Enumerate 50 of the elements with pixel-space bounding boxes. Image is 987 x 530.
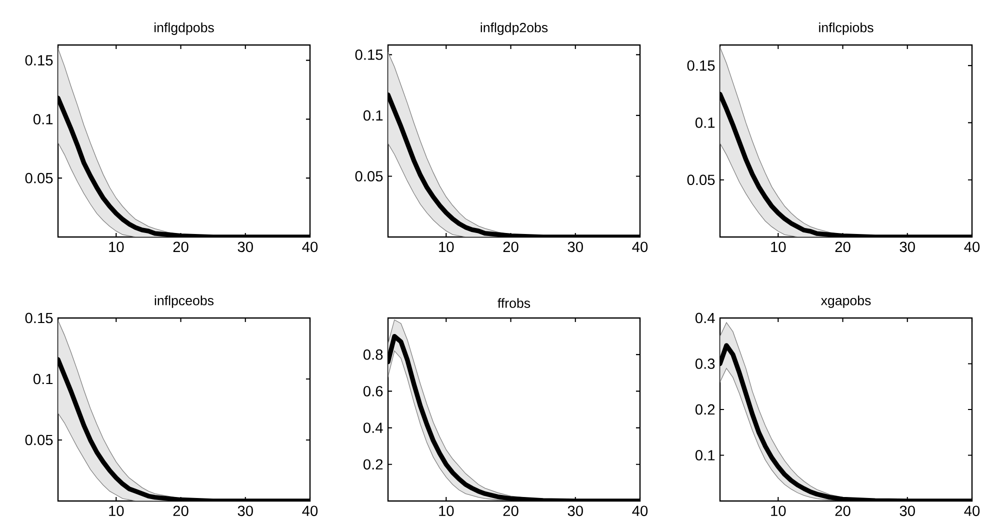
x-tick-label: 10 (771, 242, 786, 252)
x-tick-label: 30 (568, 242, 583, 252)
y-tick-label: 0.1 (33, 114, 53, 124)
x-tick-label: 20 (173, 506, 188, 516)
chart-title: inflgdpobs (154, 22, 214, 35)
y-tick-label: 0.15 (355, 50, 383, 60)
y-tick-label: 0.8 (363, 349, 383, 360)
x-tick-label: 30 (900, 242, 915, 252)
y-tick-label: 0.05 (25, 434, 53, 446)
y-tick-label: 0.15 (25, 312, 53, 324)
y-tick-label: 0.05 (687, 174, 715, 186)
x-tick-label: 20 (835, 242, 850, 252)
x-tick-label: 20 (173, 242, 188, 252)
y-tick-label: 0.15 (25, 55, 53, 66)
x-tick-label: 10 (109, 506, 124, 516)
y-tick-label: 0.2 (363, 459, 383, 470)
y-tick-label: 0.4 (363, 422, 383, 433)
x-tick-label: 40 (302, 506, 318, 516)
x-tick-label: 30 (568, 506, 583, 516)
x-tick-label: 30 (238, 506, 253, 516)
x-tick-label: 10 (771, 506, 786, 516)
y-tick-label: 0.15 (687, 60, 715, 71)
y-tick-label: 0.1 (695, 118, 715, 128)
chart-title: xgapobs (820, 296, 871, 308)
x-tick-label: 40 (964, 242, 980, 252)
x-tick-label: 20 (503, 242, 518, 252)
y-tick-label: 0.2 (695, 404, 715, 415)
chart-title: inflgdp2obs (480, 22, 548, 35)
x-tick-label: 40 (964, 506, 980, 516)
y-tick-label: 0.05 (355, 171, 383, 182)
y-tick-label: 0.6 (363, 386, 383, 396)
x-tick-label: 10 (109, 242, 124, 252)
chart-title: ffrobs (498, 298, 530, 308)
y-tick-label: 0.05 (25, 172, 53, 184)
x-tick-label: 30 (238, 242, 253, 252)
x-tick-label: 10 (439, 242, 454, 252)
y-tick-label: 0.3 (695, 358, 715, 369)
y-tick-label: 0.4 (695, 312, 715, 324)
x-tick-label: 20 (835, 506, 850, 516)
x-tick-label: 10 (439, 506, 454, 516)
chart-title: inflcpiobs (819, 22, 874, 35)
y-tick-label: 0.1 (695, 450, 715, 460)
y-tick-label: 0.1 (33, 374, 53, 384)
x-tick-label: 20 (503, 506, 518, 516)
y-tick-label: 0.1 (363, 110, 383, 121)
chart-title: inflpceobs (154, 296, 214, 308)
x-tick-label: 40 (632, 506, 648, 516)
x-tick-label: 40 (302, 242, 318, 252)
x-tick-label: 40 (632, 242, 648, 252)
x-tick-label: 30 (900, 506, 915, 516)
